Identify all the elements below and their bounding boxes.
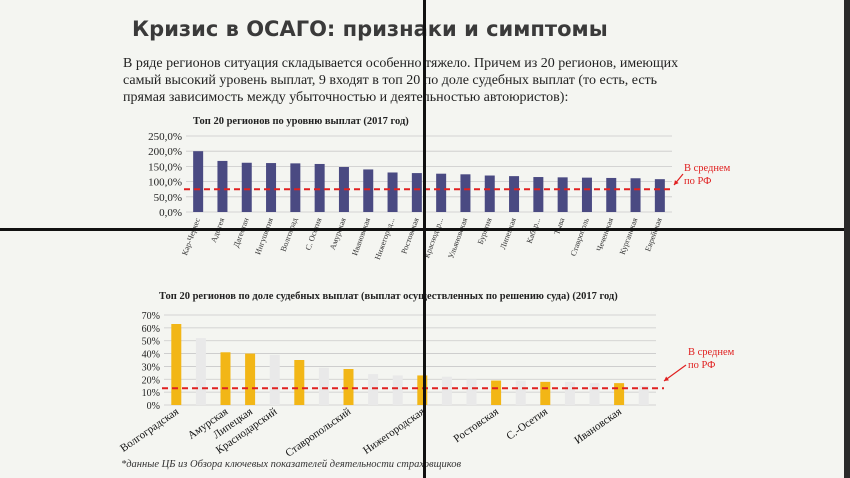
chart1-ytick-label: 30% (142, 362, 160, 373)
chart1-ytick-label: 10% (142, 388, 160, 399)
chart1-ytick-label: 0% (147, 401, 160, 412)
chart1-bar (220, 352, 231, 405)
chart2-category-label: Амурская (328, 216, 348, 251)
chart2-category-label: Ингушетия (253, 216, 275, 256)
chart1-ytick-label: 20% (142, 375, 160, 386)
chart2-category-label: Кар-Черкес (180, 216, 202, 256)
screen-seam-horizontal (0, 228, 850, 231)
chart1-category-label: Ростовская (452, 406, 501, 446)
chart2-category-label: Волгоград (279, 217, 300, 253)
chart0-bar (654, 179, 665, 212)
chart0-bar (557, 177, 568, 212)
chart1-bar (392, 375, 403, 405)
slide-intro-text: В ряде регионов ситуация складывается ос… (123, 56, 679, 105)
chart0-ytick-label: 150,0% (148, 161, 182, 173)
chart2-category-label: Тыва (552, 216, 566, 236)
chart1-bar (269, 354, 280, 405)
chart2-category-label: Курганская (618, 216, 640, 255)
chart0-ytick-label: 250,0% (148, 131, 182, 143)
chart1-bar (318, 367, 329, 405)
chart1-bar (491, 380, 502, 405)
chart1-bar (515, 380, 526, 405)
chart2-category-label: Ульяновская (446, 216, 469, 259)
chart1-ytick-label: 70% (142, 311, 160, 322)
chart0-average-arrowhead (674, 180, 679, 185)
chart0-bar (338, 167, 349, 212)
chart0-bar (411, 173, 422, 212)
chart1-category-label: Ивановская (572, 406, 623, 447)
screen-seam-vertical (423, 0, 426, 478)
chart0-average-label: по РФ (684, 176, 711, 187)
chart2-category-label: Дагестан (232, 216, 251, 249)
chart1-bar (589, 383, 600, 405)
chart1-average-label: по РФ (688, 360, 715, 371)
chart0-bar (630, 178, 641, 212)
chart1-bar (564, 381, 575, 405)
chart1-bar (171, 324, 182, 405)
chart1-ytick-label: 50% (142, 337, 160, 348)
chart1-category-label: Ставропольский (283, 406, 353, 460)
chart0-bar (484, 175, 495, 212)
chart0-bar (217, 160, 228, 212)
chart1-bar (417, 375, 428, 405)
chart0-ytick-label: 0,0% (159, 207, 182, 219)
chart0-bar (436, 173, 447, 212)
chart0-bar (241, 162, 252, 212)
chart1-ytick-label: 60% (142, 324, 160, 335)
chart0-bar (363, 169, 374, 212)
chart1-bar (540, 381, 551, 405)
chart1-category-label: Волгоградская (118, 406, 181, 455)
chart0-ytick-label: 200,0% (148, 146, 182, 158)
chart1-average-arrowhead (664, 376, 669, 381)
chart2-category-label: Ивановская (350, 216, 372, 257)
chart1-bar (441, 376, 452, 405)
slide-title: Кризис в ОСАГО: признаки и симптомы (132, 17, 608, 41)
chart2-category-label: С. Осетия (304, 216, 324, 251)
chart1-bar (368, 374, 379, 405)
chart2-category-label: Ростовская (399, 216, 420, 255)
chart1-bar (294, 360, 305, 405)
chart2-category-label: Чеченская (595, 216, 616, 252)
chart1-bar (195, 338, 206, 405)
chart0-bar (581, 177, 592, 212)
footnote: *данные ЦБ из Обзора ключевых показателе… (121, 459, 462, 470)
chart0-bar (290, 163, 301, 212)
chart2-category-label: Еврейская (643, 216, 664, 252)
chart1-bar (245, 353, 256, 405)
chart1-bar (638, 385, 649, 405)
chart0-bar (193, 151, 204, 212)
chart2-category-label: Нижегород... (373, 217, 396, 261)
chart1-average-label: В среднем (688, 347, 735, 358)
screen-bezel (844, 0, 850, 478)
chart0-bar (509, 176, 520, 212)
chart0-bar (387, 172, 398, 212)
chart0-bar (266, 163, 277, 212)
chart1-title: Топ 20 регионов по уровню выплат (2017 г… (193, 116, 409, 127)
chart1-bar (343, 369, 354, 405)
chart0-bar (533, 177, 544, 212)
chart2-category-label: Ставрополь (569, 216, 591, 257)
chart0-ytick-label: 50,0% (154, 192, 182, 204)
chart0-bar (606, 177, 617, 212)
chart1-ytick-label: 40% (142, 350, 160, 361)
chart1-category-label: Нижегородская (361, 406, 427, 457)
chart2-category-label: Липецкая (498, 216, 518, 250)
chart1-bar (466, 379, 477, 405)
chart0-bar (460, 174, 471, 212)
chart1-average-arrow (663, 364, 687, 382)
chart1-category-label: С.-Осетия (504, 406, 550, 443)
chart0-ytick-label: 100,0% (148, 177, 182, 189)
chart2-title: Топ 20 регионов по доле судебных выплат … (159, 291, 618, 302)
chart0-average-label: В среднем (684, 163, 731, 174)
chart0-bar (314, 163, 325, 212)
chart1-bar (614, 383, 625, 405)
